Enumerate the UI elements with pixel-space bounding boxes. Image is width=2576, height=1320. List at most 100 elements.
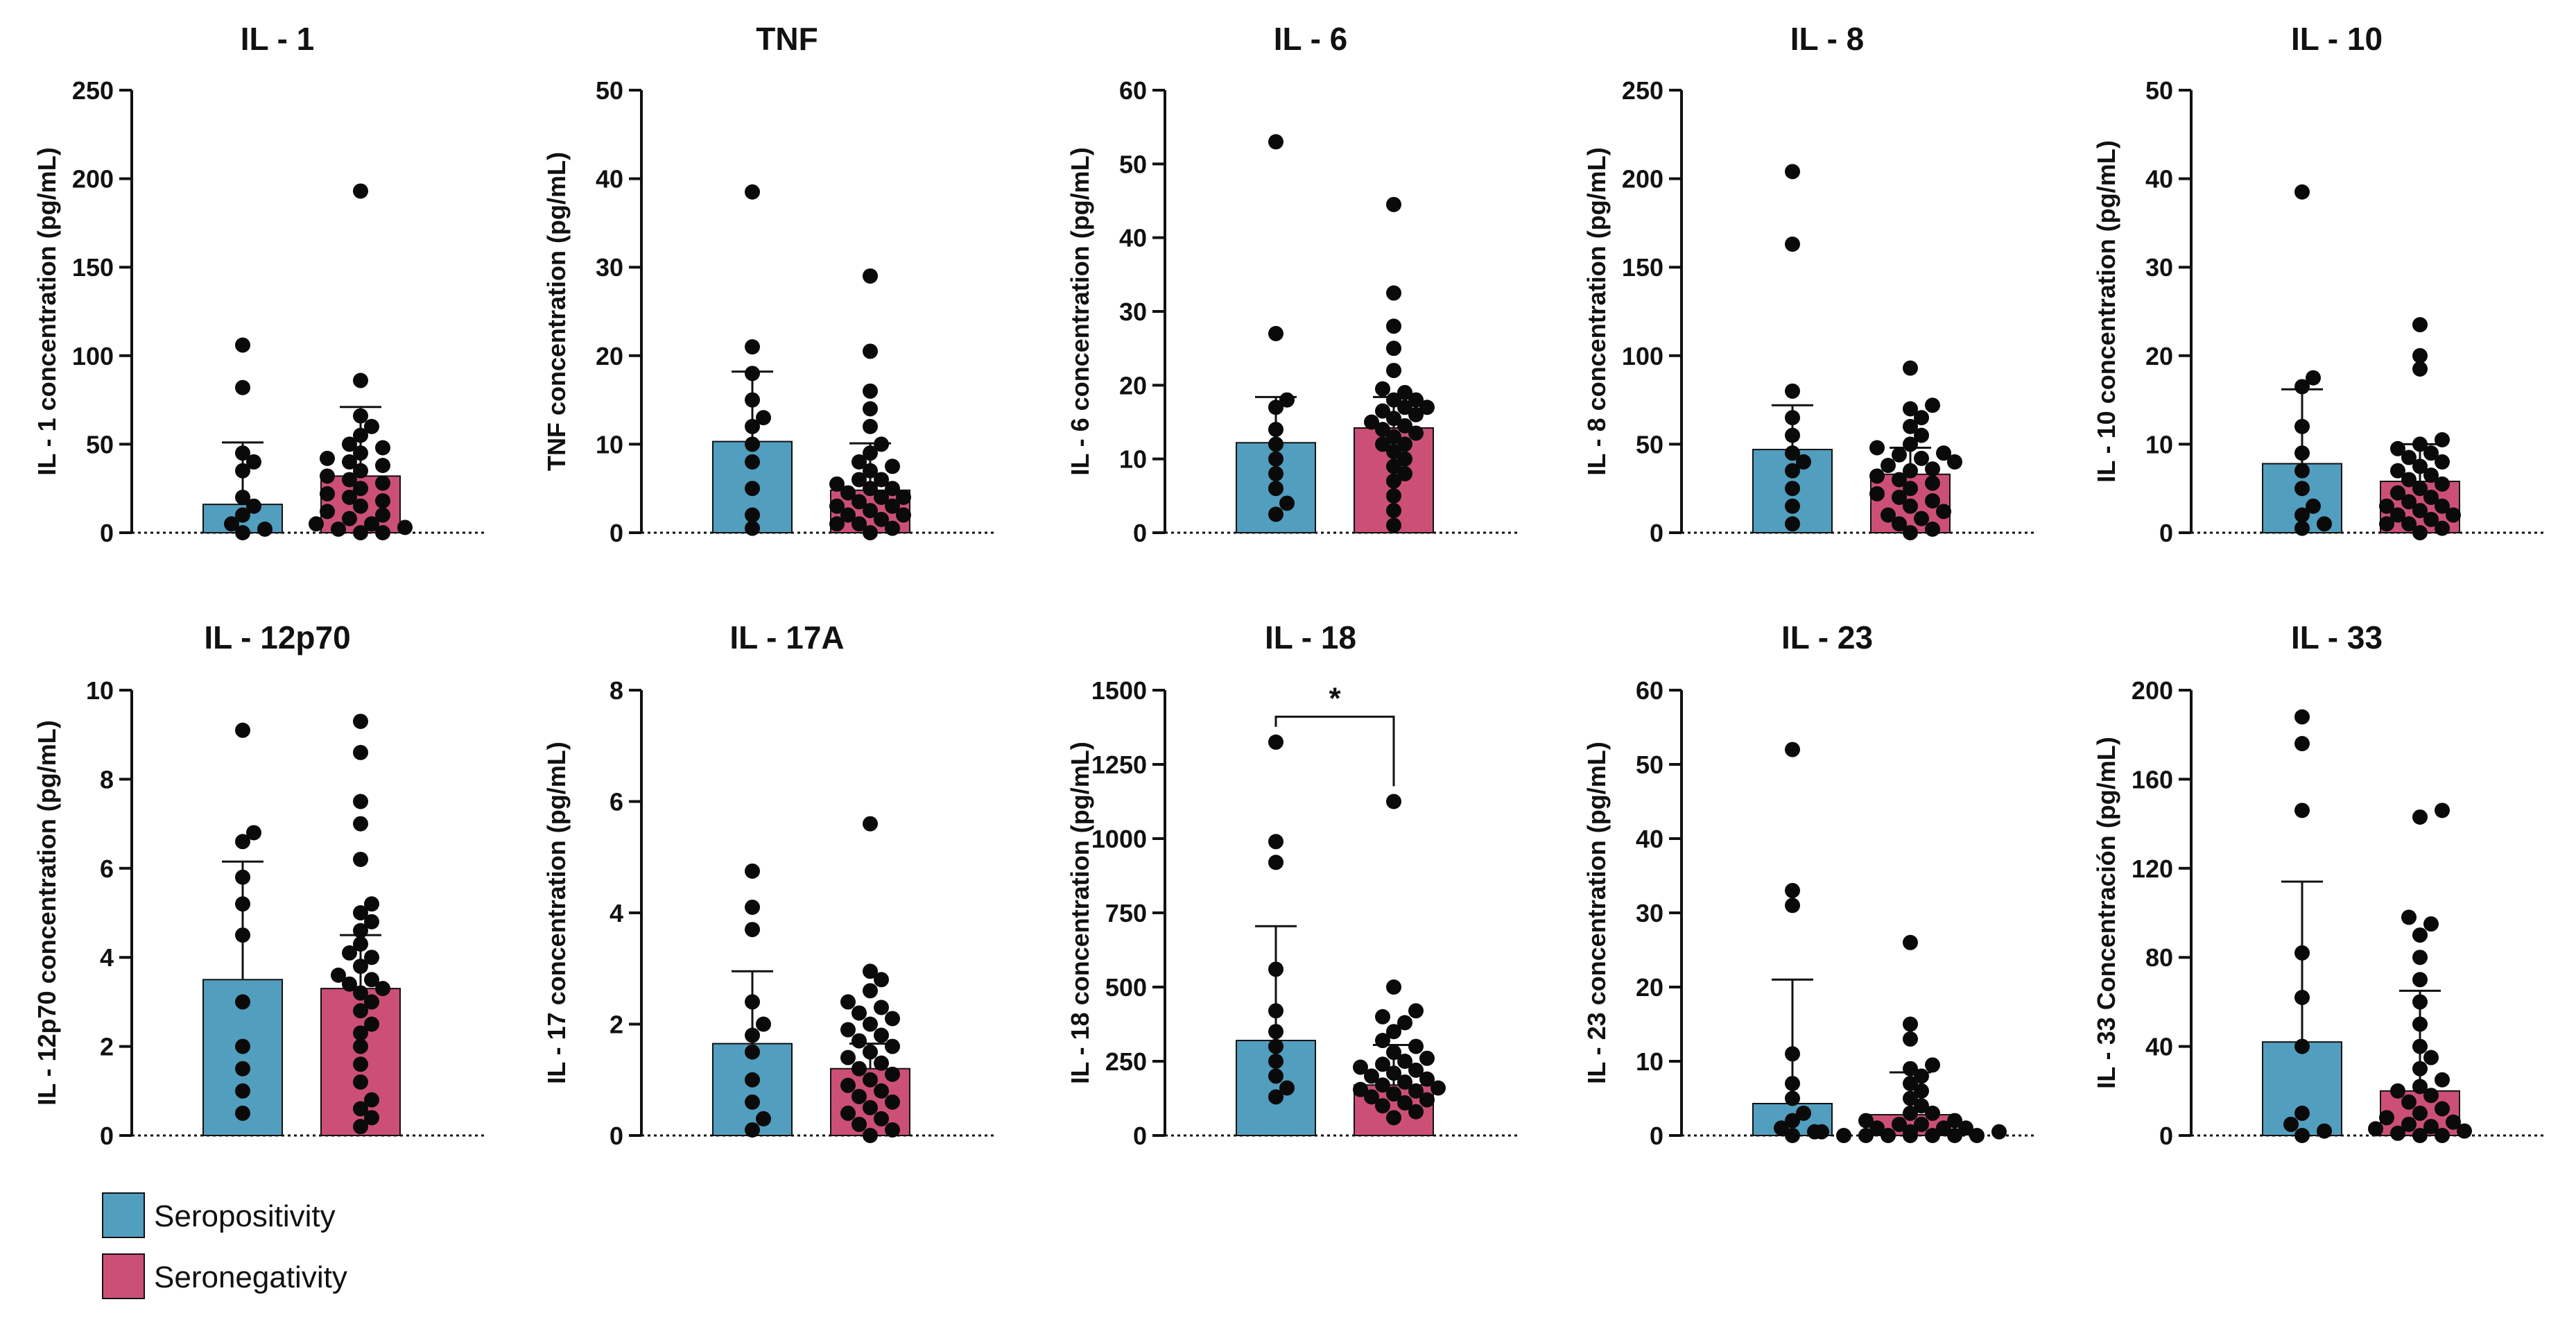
y-tick-label: 1000 — [1091, 825, 1147, 853]
data-point-seropositivity — [1268, 961, 1283, 977]
data-point-seropositivity — [745, 436, 760, 452]
y-tick-label: 80 — [2145, 943, 2173, 972]
y-tick-label: 2 — [100, 1033, 114, 1061]
data-point-seropositivity — [235, 525, 250, 540]
data-point-seronegativity — [1375, 1098, 1390, 1114]
legend-label-seropositivity: Seropositivity — [154, 1199, 336, 1233]
data-point-seronegativity — [331, 967, 346, 983]
data-point-seropositivity — [235, 507, 250, 523]
data-point-seronegativity — [1903, 401, 1918, 417]
data-point-seropositivity — [235, 1083, 250, 1099]
data-point-seronegativity — [1925, 1057, 1940, 1073]
data-point-seronegativity — [353, 794, 368, 809]
data-point-seronegativity — [1397, 465, 1412, 481]
data-point-seronegativity — [2412, 809, 2428, 825]
data-point-seronegativity — [2412, 1079, 2428, 1095]
data-point-seronegativity — [852, 454, 867, 470]
data-point-seropositivity — [1796, 1105, 1811, 1121]
data-point-seronegativity — [863, 1072, 878, 1088]
data-point-seronegativity — [1419, 1050, 1435, 1066]
data-point-seronegativity — [885, 1011, 900, 1027]
data-point-seronegativity — [2423, 468, 2439, 483]
bar-seropositivity — [2262, 1041, 2342, 1137]
y-tick-label: 50 — [1119, 150, 1147, 178]
data-point-seronegativity — [1430, 1080, 1446, 1096]
data-point-seropositivity — [1268, 325, 1283, 341]
data-point-seronegativity — [1397, 1095, 1412, 1111]
data-point-seronegativity — [364, 1092, 379, 1108]
data-point-seronegativity — [852, 1005, 867, 1021]
data-point-seronegativity — [1375, 436, 1390, 452]
y-axis-label: IL - 23 concentration (pg/mL) — [1582, 742, 1611, 1083]
data-point-seronegativity — [1991, 1124, 2007, 1140]
data-point-seronegativity — [1925, 461, 1940, 477]
data-point-seronegativity — [353, 1074, 368, 1090]
data-point-seronegativity — [2390, 440, 2405, 456]
data-point-seronegativity — [1903, 1124, 1918, 1140]
y-tick-label: 160 — [2132, 765, 2173, 794]
chart-title: IL - 6 — [1274, 21, 1348, 57]
data-point-seronegativity — [353, 427, 368, 443]
data-point-seropositivity — [1785, 1113, 1800, 1129]
data-point-seronegativity — [863, 525, 878, 540]
data-point-seronegativity — [863, 268, 878, 284]
data-point-seronegativity — [353, 1101, 368, 1117]
data-point-seropositivity — [1268, 400, 1283, 415]
data-point-seronegativity — [1397, 436, 1412, 452]
data-point-seronegativity — [840, 1022, 856, 1038]
data-point-seronegativity — [852, 494, 867, 510]
data-point-seropositivity — [2294, 418, 2310, 434]
data-point-seronegativity — [1408, 392, 1424, 408]
y-tick-label: 200 — [2132, 676, 2173, 705]
y-tick-label: 0 — [1133, 519, 1147, 547]
data-point-seronegativity — [353, 1119, 368, 1135]
y-tick-label: 8 — [100, 765, 114, 794]
data-point-seronegativity — [852, 516, 867, 532]
data-point-seronegativity — [863, 418, 878, 434]
chart-panel-il-33: IL - 33 IL - 33 Concentración (pg/mL) 0 40 8… — [2092, 619, 2545, 1150]
data-point-seronegativity — [863, 983, 878, 999]
data-point-seropositivity — [1785, 498, 1800, 514]
chart-panel-il-6: IL - 6 IL - 6 concentration (pg/mL) 0 10 20 3… — [1066, 21, 1519, 547]
y-tick-label: 500 — [1105, 973, 1147, 1002]
data-point-seronegativity — [1397, 1015, 1412, 1031]
data-point-seronegativity — [1958, 1120, 1973, 1136]
data-point-seronegativity — [2412, 1016, 2428, 1032]
y-tick-label: 10 — [86, 676, 114, 705]
data-point-seropositivity — [1268, 506, 1283, 522]
data-point-seronegativity — [1375, 381, 1390, 397]
y-tick-label: 4 — [100, 943, 114, 972]
data-point-seronegativity — [1903, 934, 1918, 950]
data-point-seronegativity — [829, 516, 845, 532]
data-point-seronegativity — [2412, 348, 2428, 363]
data-point-seropositivity — [246, 825, 261, 841]
y-tick-label: 10 — [596, 430, 623, 458]
data-point-seronegativity — [2423, 445, 2439, 461]
data-point-seronegativity — [863, 1044, 878, 1060]
y-axis-label: IL - 17 concentration (pg/mL) — [542, 742, 571, 1083]
data-point-seronegativity — [1903, 436, 1918, 452]
data-point-seronegativity — [353, 445, 368, 461]
data-point-seropositivity — [1268, 134, 1283, 150]
data-point-seropositivity — [745, 899, 760, 915]
data-point-seropositivity — [1785, 383, 1800, 399]
data-point-seronegativity — [2435, 1072, 2450, 1088]
data-point-seronegativity — [863, 343, 878, 359]
y-tick-label: 0 — [100, 1122, 114, 1150]
data-point-seronegativity — [1375, 1033, 1390, 1049]
data-point-seronegativity — [1903, 1076, 1918, 1092]
y-tick-label: 10 — [1636, 1047, 1663, 1076]
data-point-seronegativity — [1386, 488, 1401, 504]
data-point-seronegativity — [1903, 360, 1918, 376]
data-point-seropositivity — [745, 1044, 760, 1060]
data-point-seronegativity — [1925, 1105, 1940, 1121]
data-point-seronegativity — [1903, 418, 1918, 434]
data-point-seronegativity — [353, 498, 368, 514]
data-point-seronegativity — [1858, 1113, 1874, 1129]
data-point-seronegativity — [840, 1049, 856, 1065]
data-point-seronegativity — [364, 418, 379, 434]
data-point-seropositivity — [2306, 498, 2321, 514]
y-tick-label: 20 — [596, 342, 623, 370]
data-point-seronegativity — [353, 1056, 368, 1072]
